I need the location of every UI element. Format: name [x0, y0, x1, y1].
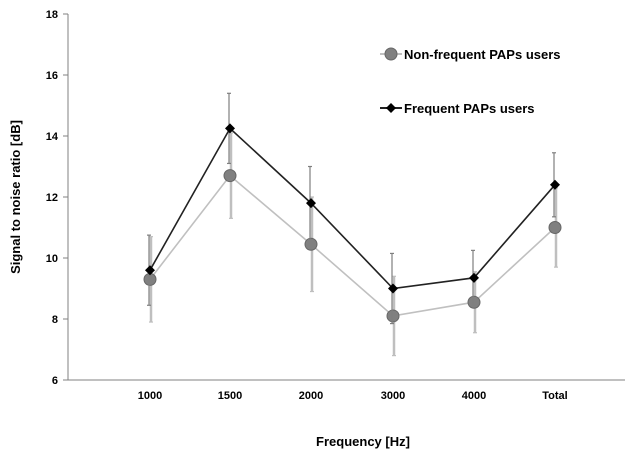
y-axis-title: Signal to noise ratio [dB] — [8, 120, 23, 274]
x-tick-label: 3000 — [381, 390, 405, 402]
data-point — [467, 295, 481, 309]
legend-label-non-frequent: Non-frequent PAPs users — [404, 47, 561, 62]
x-tick-label: 2000 — [299, 390, 323, 402]
y-tick-label: 10 — [46, 253, 58, 265]
y-tick-label: 16 — [46, 70, 58, 82]
axes — [63, 13, 625, 381]
data-point — [386, 309, 400, 323]
x-tick-label: 1500 — [218, 390, 242, 402]
data-point — [145, 265, 155, 276]
data-point — [304, 237, 318, 251]
y-tick-labels: 6 8 10 12 14 16 18 — [46, 9, 59, 387]
data-point — [388, 283, 398, 294]
y-tick-label: 8 — [52, 314, 58, 326]
y-tick-label: 6 — [52, 375, 58, 387]
x-tick-labels: 1000 1500 2000 3000 4000 Total — [138, 390, 568, 402]
x-tick-label: 4000 — [462, 390, 486, 402]
y-tick-label: 12 — [46, 192, 58, 204]
legend-label-frequent: Frequent PAPs users — [404, 101, 535, 116]
x-axis-title: Frequency [Hz] — [316, 434, 410, 449]
data-point — [469, 272, 479, 283]
legend-item-non-frequent: Non-frequent PAPs users — [380, 47, 561, 62]
legend: Non-frequent PAPs users Frequent PAPs us… — [380, 47, 561, 116]
legend-item-frequent: Frequent PAPs users — [380, 101, 535, 116]
series-frequent — [145, 92, 560, 325]
y-tick-label: 14 — [46, 131, 59, 143]
data-point — [306, 198, 316, 209]
legend-marker-non-frequent — [384, 47, 398, 61]
data-point — [225, 123, 235, 134]
series-line — [149, 174, 556, 317]
series-layer — [143, 92, 562, 357]
data-point — [223, 169, 237, 183]
data-point — [550, 179, 560, 190]
series-non-frequent — [143, 132, 562, 357]
series-line — [149, 127, 556, 290]
data-point — [548, 221, 562, 234]
y-tick-label: 18 — [46, 9, 58, 21]
x-tick-label: Total — [542, 390, 567, 402]
x-tick-label: 1000 — [138, 390, 162, 402]
legend-marker-frequent — [386, 103, 396, 113]
